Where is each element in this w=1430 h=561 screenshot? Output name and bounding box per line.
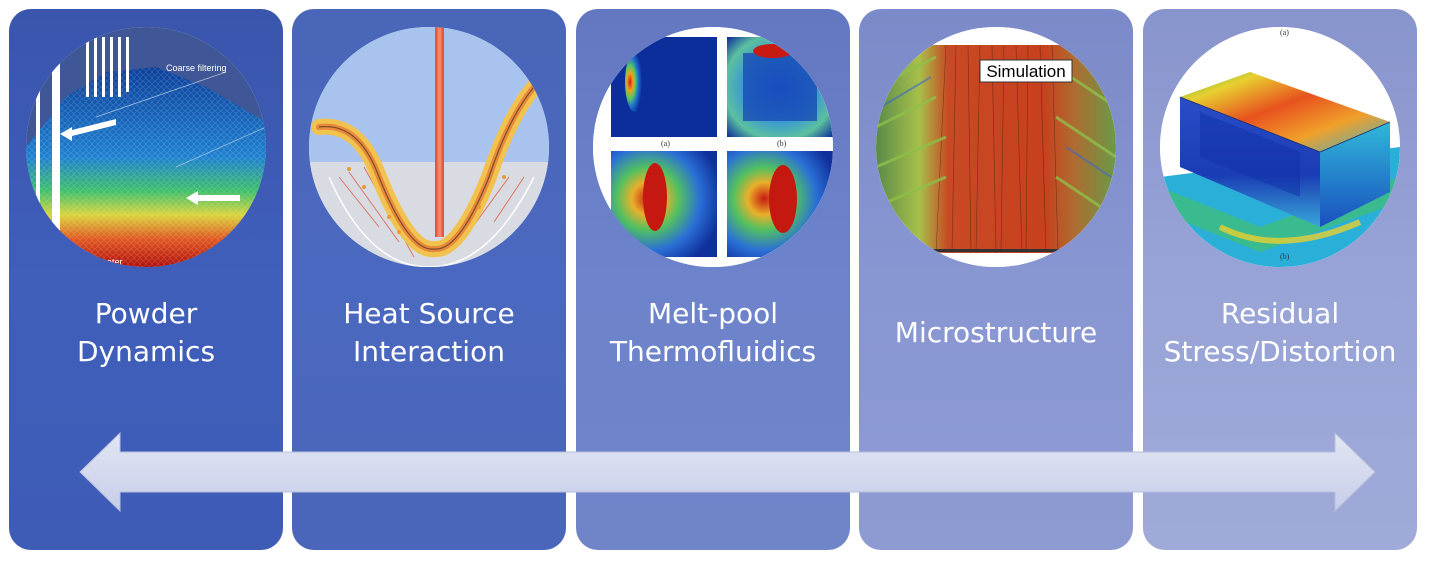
inset-text-coarse-filtering: Coarse filtering xyxy=(166,63,227,73)
inset-text-under-recoater: under recoater xyxy=(64,257,123,267)
stage-panel-residual-stress-distortion: (a) (b) Residual Stress/Distortion xyxy=(1143,9,1417,550)
meltpool-temperature-maps-image: (a) (b) xyxy=(593,27,833,267)
stage-label-line-1: Heat Source xyxy=(343,297,515,330)
stage-panel-powder-dynamics: Coarse filtering under recoater Powder D… xyxy=(9,9,283,550)
stage-label-line-2: Dynamics xyxy=(76,335,216,368)
stage-panel-microstructure: Simulation Microstructure xyxy=(859,9,1133,550)
stage-label-line-1: Residual xyxy=(1220,297,1340,330)
stage-label-line-1: Melt-pool xyxy=(647,297,779,330)
stage-label-line-1: Powder xyxy=(94,297,198,330)
stage-label-line-1: Microstructure xyxy=(894,316,1098,349)
powder-bed-simulation-image: Coarse filtering under recoater xyxy=(26,27,266,267)
subfigure-label-a: (a) xyxy=(1280,28,1289,37)
grain-microstructure-image: Simulation xyxy=(876,27,1116,267)
stage-label-line-2: Thermofluidics xyxy=(609,335,817,368)
stress-contour-block-image: (a) (b) xyxy=(1160,27,1400,267)
subfigure-label-b: (b) xyxy=(777,139,787,148)
stage-panel-melt-pool-thermofluidics: (a) (b) Melt-pool Thermofluidics xyxy=(576,9,850,550)
stage-label-microstructure: Microstructure xyxy=(859,314,1133,352)
stage-label-heat-source-interaction: Heat Source Interaction xyxy=(292,295,566,371)
stage-panel-heat-source-interaction: Heat Source Interaction xyxy=(292,9,566,550)
subfigure-label-b: (b) xyxy=(1280,252,1290,261)
stage-label-powder-dynamics: Powder Dynamics xyxy=(9,295,283,371)
stage-label-melt-pool-thermofluidics: Melt-pool Thermofluidics xyxy=(576,295,850,371)
simulation-tag: Simulation xyxy=(986,62,1065,81)
laser-beam-keyhole-image xyxy=(309,27,549,267)
subfigure-label-a: (a) xyxy=(661,139,670,148)
stage-label-line-2: Interaction xyxy=(353,335,505,368)
stage-label-residual-stress-distortion: Residual Stress/Distortion xyxy=(1143,295,1417,371)
stage-label-line-2: Stress/Distortion xyxy=(1163,335,1397,368)
